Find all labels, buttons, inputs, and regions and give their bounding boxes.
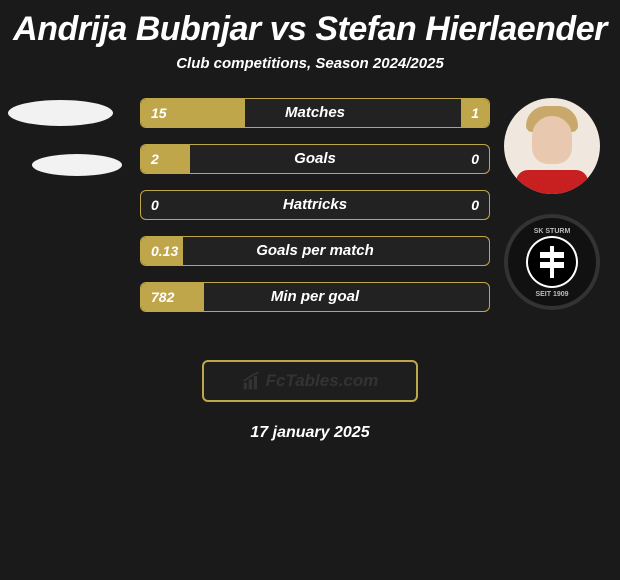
left-player-graphic	[8, 100, 122, 204]
stat-value-right: 0	[471, 197, 479, 213]
stat-value-right: 1	[471, 105, 479, 121]
badge-text-top: SK STURM	[534, 228, 571, 235]
page-title: Andrija Bubnjar vs Stefan Hierlaender	[0, 0, 620, 55]
stat-row: 0.13Goals per match	[140, 236, 490, 266]
brand-box[interactable]: FcTables.com	[202, 360, 418, 402]
club-badge-icon	[522, 232, 582, 292]
stat-row: 782Min per goal	[140, 282, 490, 312]
brand-label: FcTables.com	[242, 371, 379, 391]
date-text: 17 january 2025	[0, 424, 620, 442]
stat-label: Goals per match	[141, 242, 489, 259]
chart-icon	[242, 371, 262, 391]
player2-name: Stefan Hierlaender	[315, 10, 606, 48]
subtitle: Club competitions, Season 2024/2025	[0, 55, 620, 90]
stat-row: 0Hattricks0	[140, 190, 490, 220]
brand-text: FcTables.com	[266, 371, 379, 391]
player-photo	[504, 98, 600, 194]
comparison-area: SK STURM SEIT 1909 15Matches12Goals00Hat…	[0, 90, 620, 350]
placeholder-ellipse	[8, 100, 113, 126]
stat-row: 2Goals0	[140, 144, 490, 174]
photo-face	[532, 116, 572, 164]
stat-label: Matches	[141, 104, 489, 121]
stat-value-right: 0	[471, 151, 479, 167]
badge-text-bottom: SEIT 1909	[535, 291, 568, 298]
vs-text: vs	[270, 10, 307, 48]
photo-shirt	[516, 170, 588, 194]
stat-label: Goals	[141, 150, 489, 167]
stats-list: 15Matches12Goals00Hattricks00.13Goals pe…	[140, 98, 490, 328]
stat-label: Hattricks	[141, 196, 489, 213]
stat-label: Min per goal	[141, 288, 489, 305]
placeholder-ellipse	[32, 154, 122, 176]
player1-name: Andrija Bubnjar	[13, 10, 261, 48]
stat-row: 15Matches1	[140, 98, 490, 128]
right-player-graphic: SK STURM SEIT 1909	[504, 98, 600, 330]
club-badge: SK STURM SEIT 1909	[504, 214, 600, 310]
